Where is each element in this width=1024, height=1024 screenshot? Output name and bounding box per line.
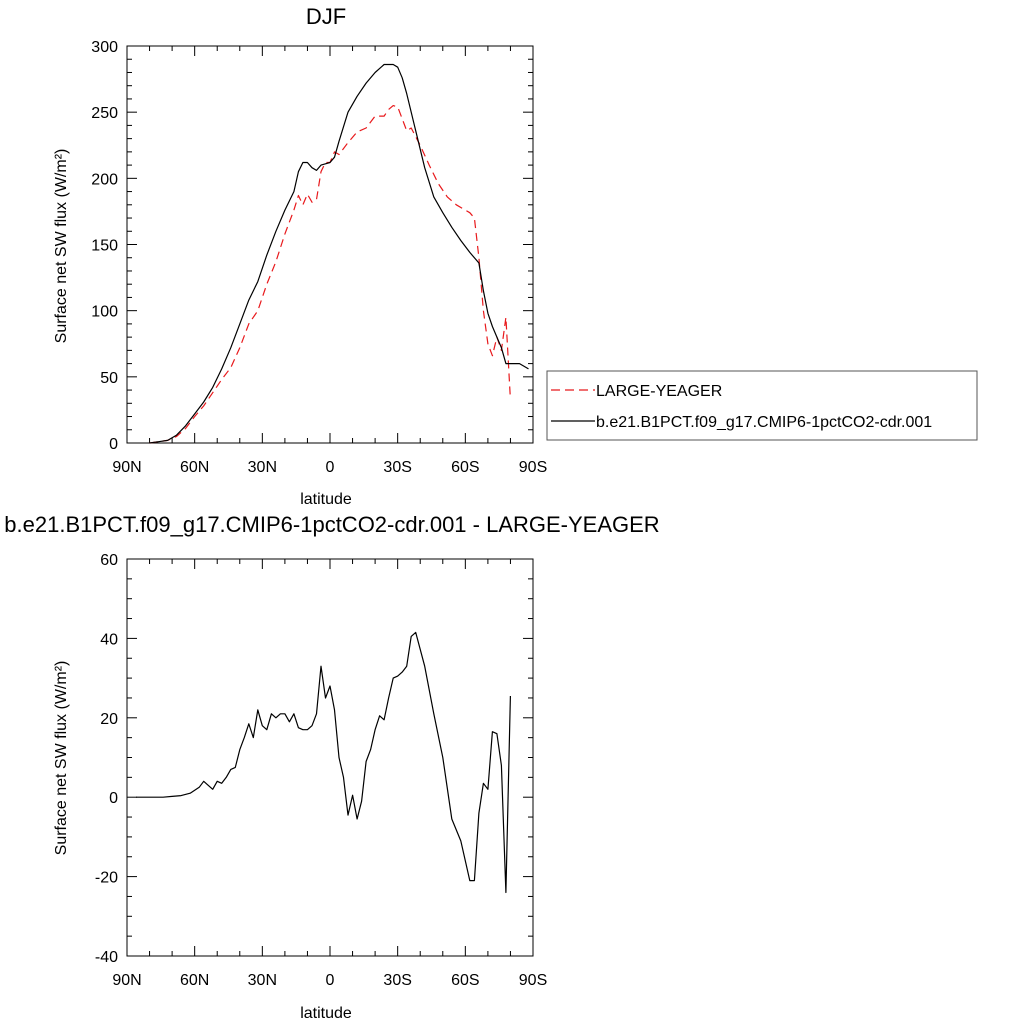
y-tick-label: 150 bbox=[91, 238, 118, 255]
y-tick-label: 250 bbox=[91, 105, 118, 122]
x-axis-label: latitude bbox=[300, 491, 352, 508]
chart-title: b.e21.B1PCT.f09_g17.CMIP6-1pctCO2-cdr.00… bbox=[4, 512, 659, 537]
x-tick-label: 60S bbox=[451, 459, 479, 476]
series-group bbox=[136, 631, 511, 894]
plot-frame bbox=[126, 558, 534, 957]
plot-frame bbox=[126, 45, 534, 444]
y-tick-label: 0 bbox=[109, 436, 118, 453]
tick-label-group: 90N 60N 30N 0 30S 60S 90S -40 -20 0 20 40 60 bbox=[95, 552, 547, 989]
y-tick-label: 0 bbox=[109, 790, 118, 807]
series-line-difference bbox=[136, 631, 511, 894]
x-tick-label: 30S bbox=[383, 459, 411, 476]
top-chart: DJF 90N 60N 30N 0 30S 60S 90S 0 50 100 150 200 250 30… bbox=[53, 4, 547, 508]
x-tick-label: 90N bbox=[112, 459, 141, 476]
legend-box bbox=[546, 370, 978, 441]
y-axis-label: Surface net SW flux (W/m²) bbox=[53, 149, 70, 344]
legend: LARGE-YEAGER b.e21.B1PCT.f09_g17.CMIP6-1… bbox=[546, 370, 978, 441]
x-tick-label: 90N bbox=[112, 972, 141, 989]
x-tick-label: 60S bbox=[451, 972, 479, 989]
legend-label-large-yeager: LARGE-YEAGER bbox=[596, 383, 722, 400]
x-tick-label: 60N bbox=[180, 459, 209, 476]
legend-label-cdr: b.e21.B1PCT.f09_g17.CMIP6-1pctCO2-cdr.00… bbox=[596, 414, 932, 431]
x-axis-label: latitude bbox=[300, 1005, 352, 1022]
y-tick-label: 40 bbox=[100, 631, 118, 648]
series-group bbox=[149, 63, 529, 444]
tick-group bbox=[126, 45, 534, 444]
x-tick-label: 30N bbox=[248, 972, 277, 989]
x-tick-label: 30N bbox=[248, 459, 277, 476]
tick-label-group: 90N 60N 30N 0 30S 60S 90S 0 50 100 150 200 250 300 bbox=[91, 39, 547, 476]
y-tick-label: -20 bbox=[95, 870, 118, 887]
series-line-large-yeager bbox=[149, 104, 511, 444]
bottom-chart: b.e21.B1PCT.f09_g17.CMIP6-1pctCO2-cdr.00… bbox=[4, 512, 659, 1022]
y-tick-label: 300 bbox=[91, 39, 118, 56]
x-tick-label: 0 bbox=[326, 459, 335, 476]
chart-title: DJF bbox=[306, 4, 346, 29]
tick-group bbox=[126, 558, 534, 957]
y-tick-label: 100 bbox=[91, 304, 118, 321]
x-tick-label: 0 bbox=[326, 972, 335, 989]
y-tick-label: -40 bbox=[95, 949, 118, 966]
y-tick-label: 200 bbox=[91, 171, 118, 188]
x-tick-label: 90S bbox=[519, 972, 547, 989]
y-tick-label: 60 bbox=[100, 552, 118, 569]
x-tick-label: 60N bbox=[180, 972, 209, 989]
y-tick-label: 20 bbox=[100, 711, 118, 728]
x-tick-label: 30S bbox=[383, 972, 411, 989]
series-line-cdr bbox=[149, 63, 529, 444]
y-tick-label: 50 bbox=[100, 370, 118, 387]
y-axis-label: Surface net SW flux (W/m²) bbox=[53, 661, 70, 856]
x-tick-label: 90S bbox=[519, 459, 547, 476]
